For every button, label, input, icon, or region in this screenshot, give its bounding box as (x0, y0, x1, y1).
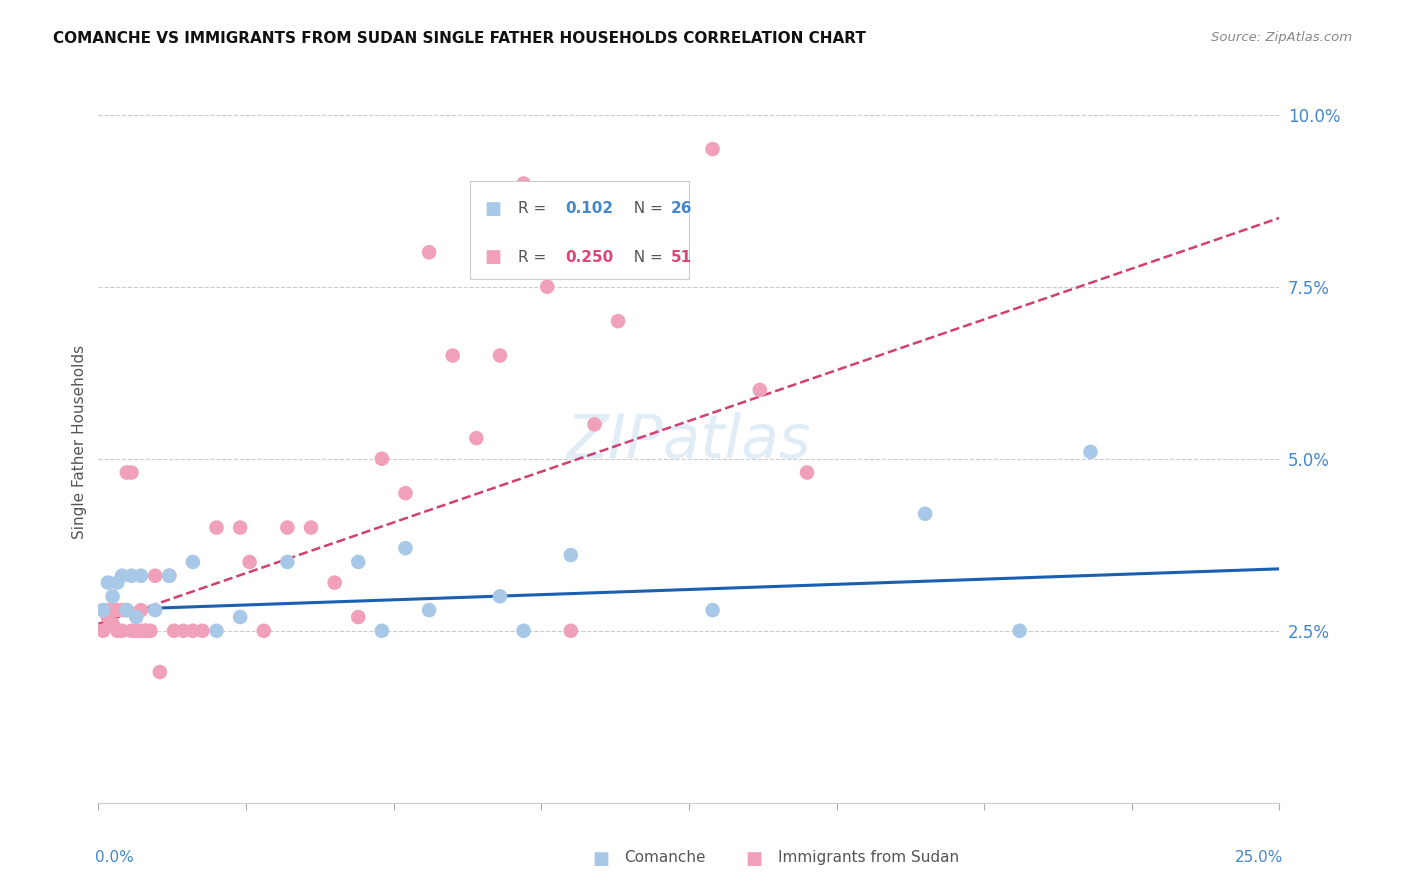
Point (149, 665, 172, 679)
Point (181, 624, 204, 638)
Point (101, 590, 124, 604)
Text: 0.250: 0.250 (565, 250, 613, 265)
Point (299, 520, 322, 534)
Text: 51: 51 (671, 250, 692, 265)
Text: Immigrants from Sudan: Immigrants from Sudan (778, 850, 959, 864)
Point (394, 486, 416, 500)
Point (105, 603, 128, 617)
Point (229, 610, 252, 624)
Point (583, 417, 606, 432)
Point (205, 624, 228, 638)
Point (121, 624, 143, 638)
Text: ■: ■ (485, 200, 502, 218)
Point (914, 507, 936, 521)
Point (91, 603, 114, 617)
Point (135, 624, 157, 638)
Point (157, 568, 180, 582)
Point (347, 610, 370, 624)
Text: N =: N = (624, 202, 668, 217)
Point (347, 555, 370, 569)
Point (181, 555, 204, 569)
Text: Comanche: Comanche (624, 850, 706, 864)
Point (121, 568, 143, 582)
Text: ■: ■ (592, 850, 609, 868)
Point (1008, 624, 1031, 638)
Point (191, 624, 214, 638)
Point (489, 349, 512, 363)
Text: COMANCHE VS IMMIGRANTS FROM SUDAN SINGLE FATHER HOUSEHOLDS CORRELATION CHART: COMANCHE VS IMMIGRANTS FROM SUDAN SINGLE… (53, 31, 866, 46)
Point (101, 603, 124, 617)
Text: 0.102: 0.102 (565, 202, 613, 217)
Point (418, 603, 440, 617)
Point (560, 548, 582, 562)
Point (654, 211, 676, 225)
Text: N =: N = (624, 250, 668, 265)
Point (91, 624, 114, 638)
Point (143, 603, 166, 617)
Point (512, 624, 534, 638)
Point (1080, 445, 1102, 459)
Text: R =: R = (517, 250, 551, 265)
Point (465, 431, 488, 445)
Point (111, 603, 134, 617)
Point (323, 575, 346, 590)
Point (796, 466, 818, 480)
Point (115, 466, 138, 480)
Point (129, 603, 152, 617)
Text: 0.0%: 0.0% (94, 850, 134, 864)
Text: ZIPatlas: ZIPatlas (567, 412, 811, 471)
Point (702, 142, 724, 156)
Point (97, 575, 120, 590)
Text: ■: ■ (745, 850, 762, 868)
Text: R =: R = (517, 202, 551, 217)
Text: 26: 26 (671, 202, 693, 217)
Point (172, 624, 194, 638)
Y-axis label: Single Father Households: Single Father Households (72, 344, 87, 539)
Point (97, 603, 120, 617)
Point (115, 603, 138, 617)
Point (253, 624, 276, 638)
Point (371, 451, 394, 466)
Point (129, 568, 152, 582)
Point (125, 610, 148, 624)
Point (536, 279, 558, 293)
FancyBboxPatch shape (471, 181, 689, 279)
Point (101, 616, 124, 631)
Point (105, 575, 128, 590)
Point (125, 624, 148, 638)
Point (205, 520, 228, 534)
Point (91, 603, 114, 617)
Point (139, 624, 162, 638)
Point (748, 383, 770, 397)
Point (115, 603, 138, 617)
Point (371, 624, 394, 638)
Point (239, 555, 262, 569)
Point (394, 541, 416, 556)
Point (229, 520, 252, 534)
Point (111, 568, 134, 582)
Point (105, 624, 128, 638)
Point (607, 314, 630, 328)
Point (97, 610, 120, 624)
Point (125, 624, 148, 638)
Point (418, 245, 440, 260)
Point (276, 555, 298, 569)
Point (702, 603, 724, 617)
Point (163, 624, 186, 638)
Point (276, 520, 298, 534)
Text: Source: ZipAtlas.com: Source: ZipAtlas.com (1212, 31, 1353, 45)
Point (111, 624, 134, 638)
Text: ■: ■ (485, 248, 502, 267)
Point (129, 624, 152, 638)
Point (512, 177, 534, 191)
Point (489, 590, 512, 604)
Point (560, 624, 582, 638)
Point (441, 349, 464, 363)
Text: 25.0%: 25.0% (1234, 850, 1284, 864)
Point (135, 624, 157, 638)
Point (121, 466, 143, 480)
Point (143, 568, 166, 582)
Point (157, 568, 180, 582)
